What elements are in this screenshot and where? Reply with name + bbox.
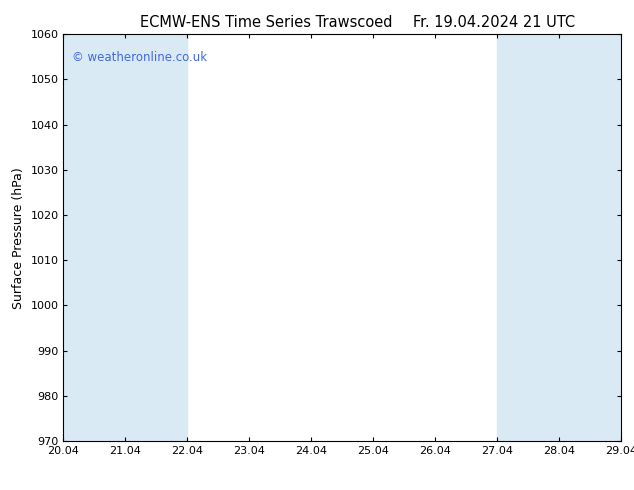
Y-axis label: Surface Pressure (hPa): Surface Pressure (hPa) — [12, 167, 25, 309]
Text: ECMW-ENS Time Series Trawscoed: ECMW-ENS Time Series Trawscoed — [140, 15, 392, 30]
Bar — [497, 34, 621, 441]
Bar — [63, 34, 188, 441]
Text: Fr. 19.04.2024 21 UTC: Fr. 19.04.2024 21 UTC — [413, 15, 576, 30]
Text: © weatheronline.co.uk: © weatheronline.co.uk — [72, 50, 207, 64]
